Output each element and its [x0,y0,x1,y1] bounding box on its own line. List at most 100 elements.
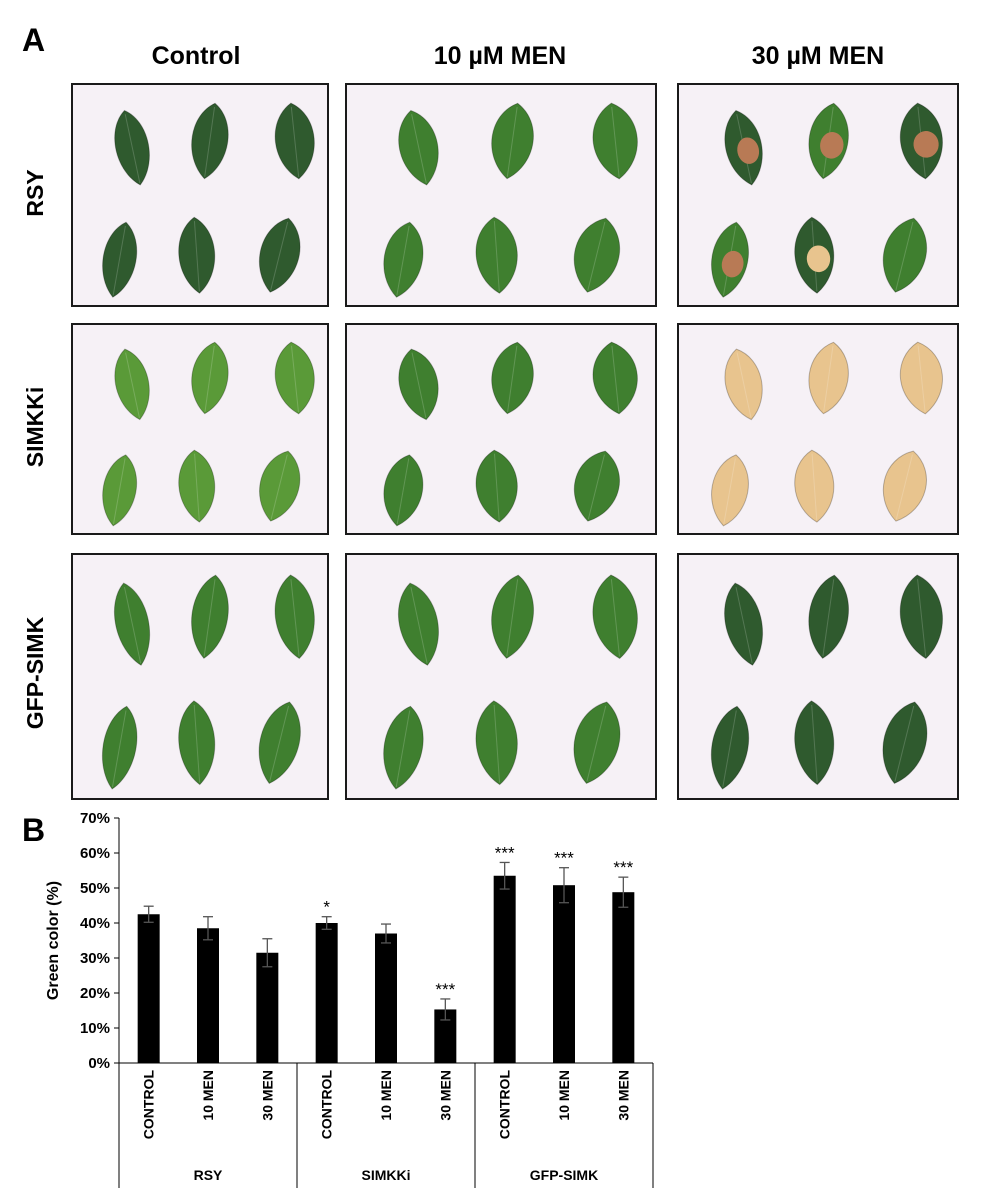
bar [315,923,338,1063]
row-header-simkki: SIMKKi [22,386,48,468]
leaf [258,217,301,293]
leaf [882,217,928,293]
leaf [808,574,849,659]
leaf [397,582,440,666]
category-label: 10 MEN [556,1070,572,1121]
leaf [711,221,749,298]
leaf [710,705,750,790]
leaf [274,102,315,180]
leaf [383,454,424,527]
y-tick-label: 50% [80,880,110,897]
panel-b-label: B [22,812,46,848]
y-tick-label: 70% [80,810,110,827]
leaf [491,341,534,415]
leaf [573,701,621,785]
category-label: 10 MEN [378,1070,394,1121]
leaf-photo-simkki-2 [345,323,657,535]
leaf [724,582,764,666]
leaf [794,700,835,786]
category-label: 30 MEN [259,1070,275,1121]
category-label: CONTROL [141,1070,157,1140]
leaf [383,221,424,298]
y-tick-label: 0% [88,1055,110,1072]
leaf [592,102,638,180]
y-tick-label: 30% [80,950,110,967]
leaf-photo-simkki-3 [677,323,959,535]
y-tick-label: 20% [80,985,110,1002]
significance-marker: *** [435,980,455,999]
leaf [573,450,621,522]
panel-a-label: A [22,22,46,58]
leaf [573,217,621,293]
leaf [102,454,138,527]
leaf [808,341,849,415]
bar [197,928,219,1063]
leaf [398,109,439,186]
leaf [178,700,216,786]
leaf [383,705,424,790]
bar [612,892,635,1063]
leaf-photo-gfp-simk-3 [677,553,959,800]
significance-marker: *** [613,858,633,877]
bar [493,875,516,1063]
leaf [882,701,928,785]
leaf [113,582,151,666]
column-header-control: Control [151,42,241,70]
y-tick-label: 10% [80,1020,110,1037]
category-label: 10 MEN [200,1070,216,1121]
bar [553,885,575,1063]
leaf-photo-gfp-simk-1 [71,553,329,800]
leaf [191,341,229,415]
group-label: SIMKKi [362,1167,411,1183]
group-label: RSY [194,1167,223,1183]
leaf [794,216,835,294]
leaf [475,449,518,523]
leaf [724,109,763,186]
leaf [178,216,216,294]
y-tick-label: 40% [80,915,110,932]
leaf [711,454,749,527]
leaf [491,574,534,659]
y-tick-label: 60% [80,845,110,862]
category-label: 30 MEN [437,1070,453,1121]
leaf [114,348,150,421]
category-label: CONTROL [319,1070,335,1140]
leaf [101,705,138,790]
bar [375,933,397,1063]
leaf [491,102,534,180]
leaf [102,221,138,298]
significance-marker: * [323,898,330,917]
leaf-photo-simkki-1 [71,323,329,535]
leaf [258,701,301,785]
significance-marker: *** [495,843,515,862]
leaf [899,341,943,415]
leaf-photo-rsy-1 [71,83,329,307]
column-header-10um-men: 10 µM MEN [433,42,567,70]
row-header-gfp-simk: GFP-SIMK [22,616,48,730]
leaf [882,450,927,522]
leaf [794,449,835,523]
leaf [724,348,763,421]
bar [434,1009,457,1063]
row-header-rsy: RSY [22,169,48,217]
column-header-30um-men: 30 µM MEN [751,42,885,70]
leaf [191,574,229,659]
leaf-photo-gfp-simk-2 [345,553,657,800]
leaf [259,450,301,522]
leaf [475,216,518,294]
leaf-photo-rsy-2 [345,83,657,307]
leaf [592,574,638,660]
bar [137,914,160,1063]
significance-marker: *** [554,849,574,868]
y-axis-label: Green color (%) [45,881,62,1000]
leaf [274,341,315,415]
leaf [114,109,150,186]
leaf [398,348,439,421]
leaf [191,102,229,180]
leaf [475,700,518,786]
category-label: 30 MEN [615,1070,631,1121]
category-label: CONTROL [497,1070,513,1140]
leaf [178,449,216,523]
leaf [899,574,944,660]
leaf-photo-rsy-3 [677,83,959,307]
